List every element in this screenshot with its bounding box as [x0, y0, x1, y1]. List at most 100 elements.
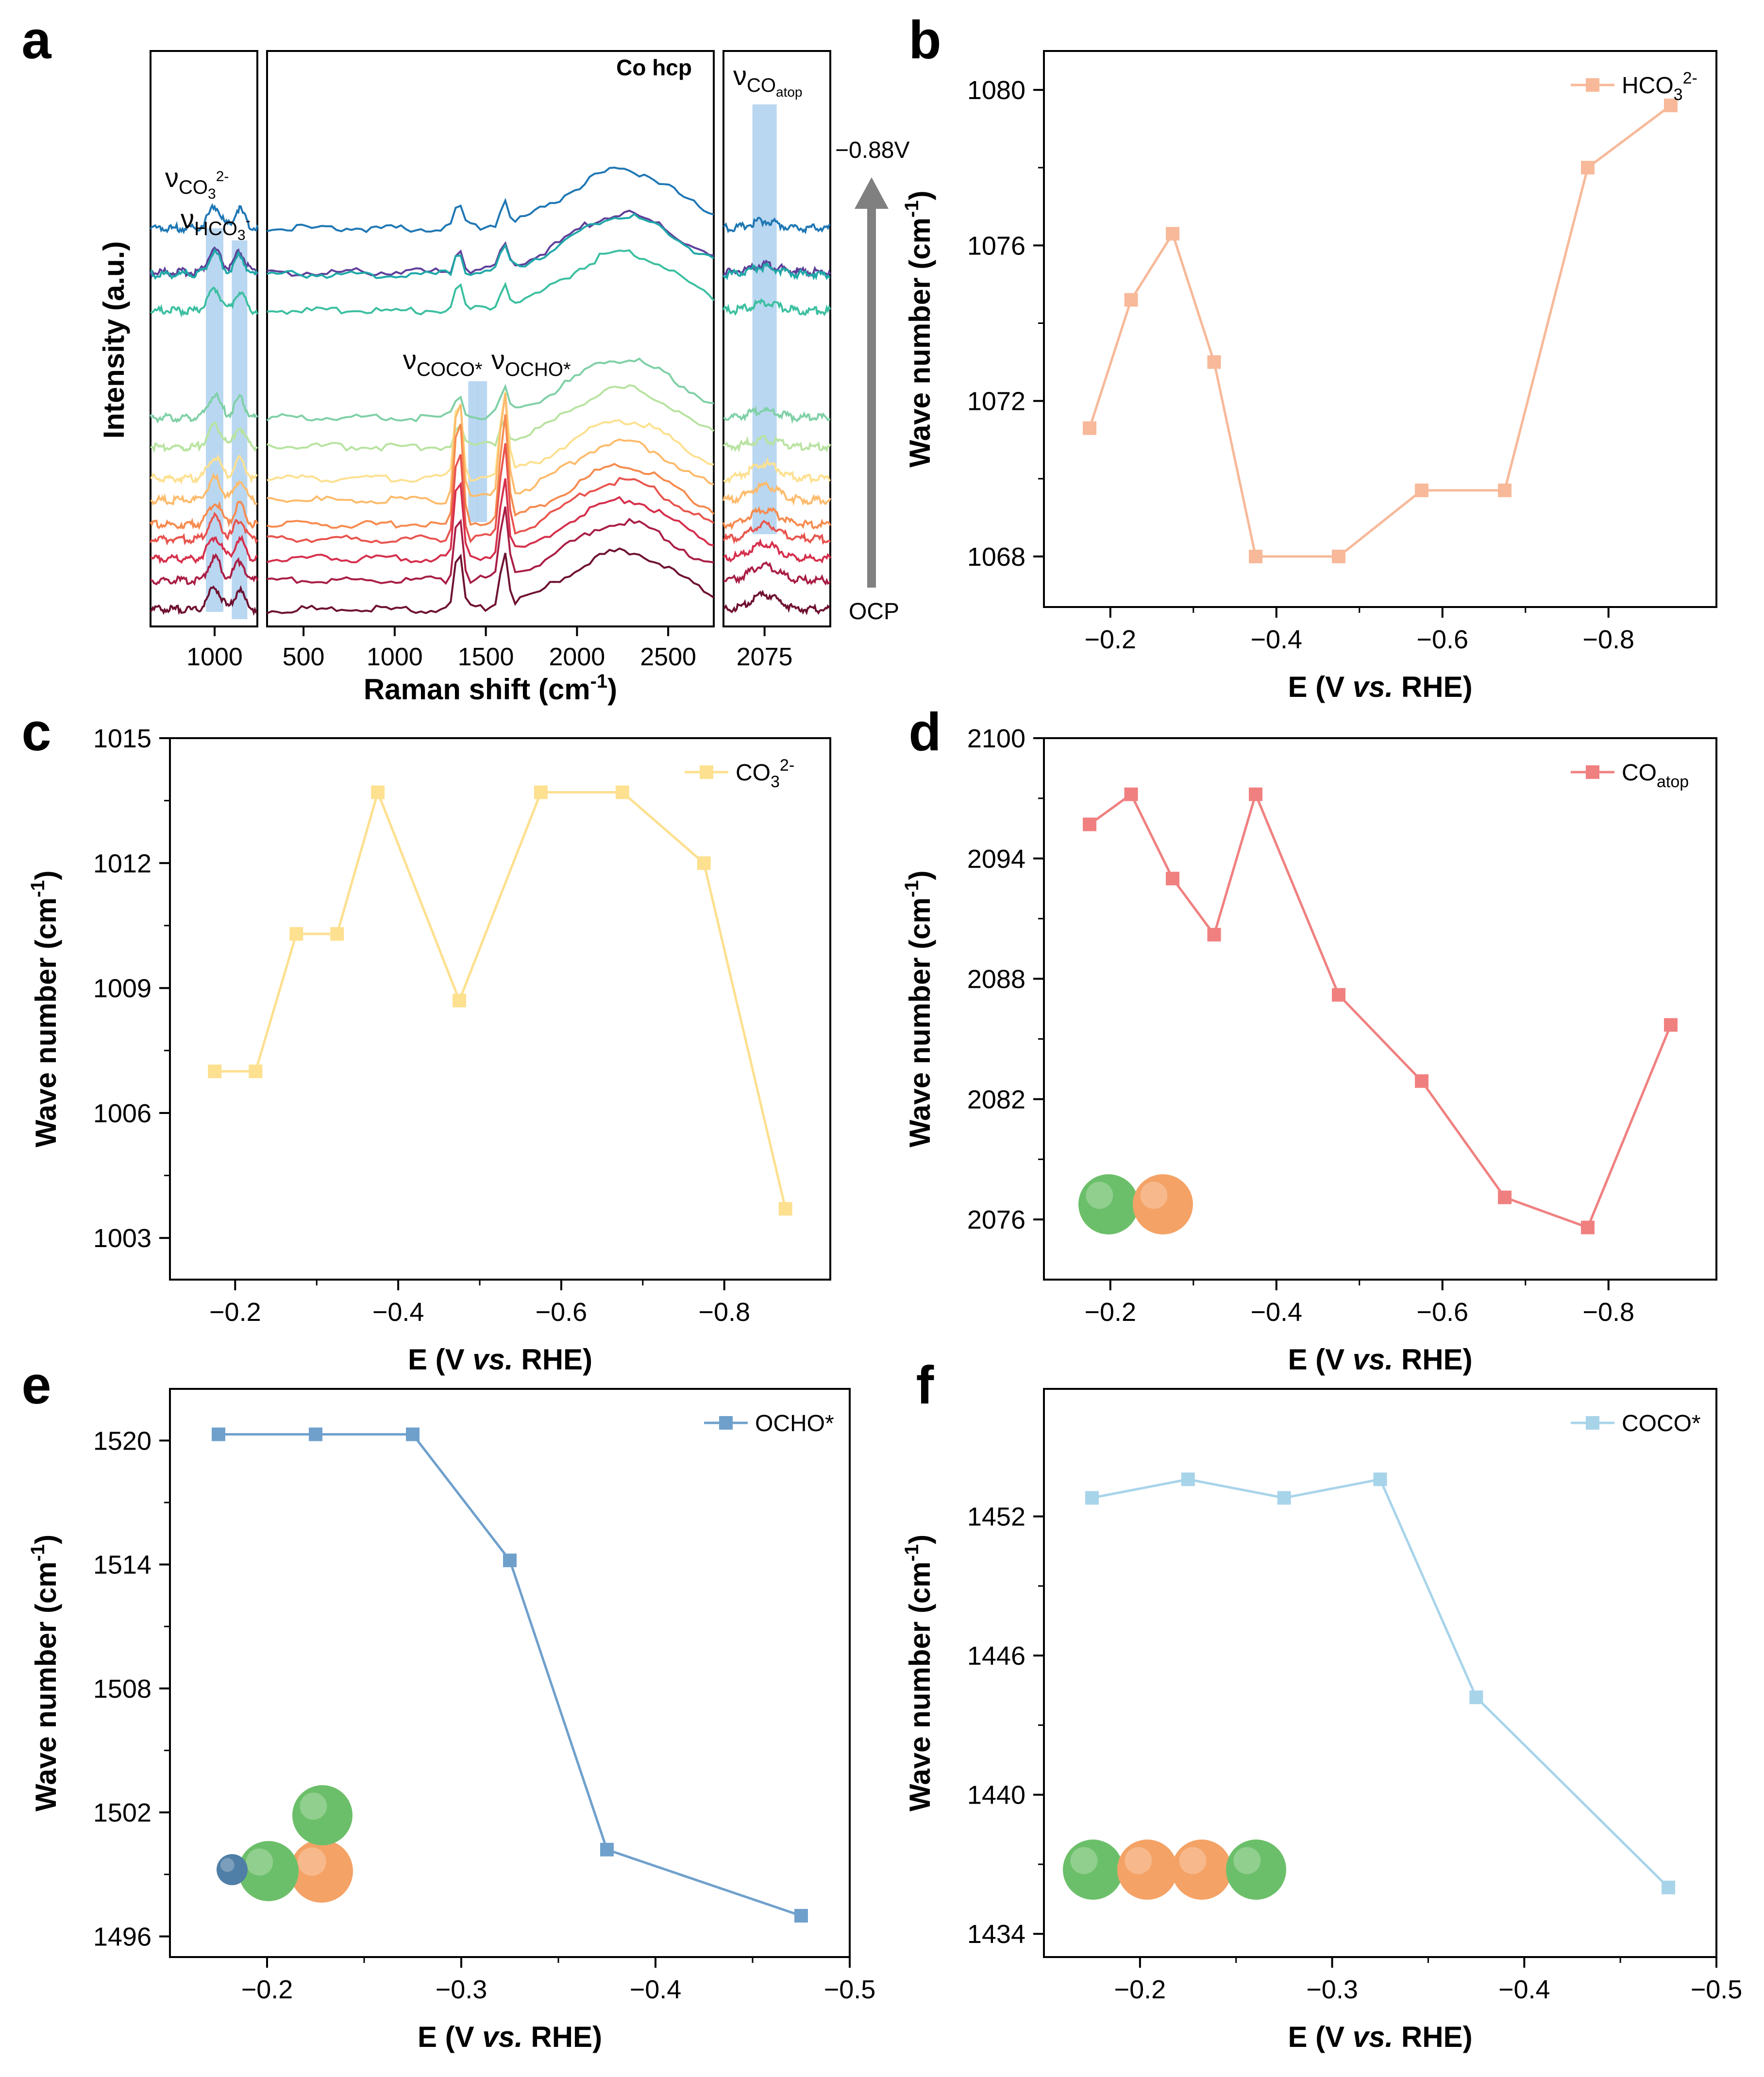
legend-marker-b [1586, 78, 1599, 92]
series-line-d [1089, 791, 1672, 1229]
x-tick-label-c: −0.4 [372, 1298, 424, 1327]
data-point-d [1124, 787, 1138, 801]
data-point-d [1497, 1190, 1512, 1204]
panel-letter-a: a [21, 10, 51, 70]
spectrum-trace [267, 414, 715, 529]
panel-d: −0.2 −0.4 −0.6 −0.8 2076 2082 2088 2094 2100 E (V… [901, 724, 1717, 1376]
y-tick-label-e: 1508 [93, 1674, 151, 1704]
raman-x-tick-label: 2075 [737, 643, 793, 671]
data-point-b [1249, 549, 1263, 563]
panel-e: −0.2 −0.3 −0.4 −0.5 1496 1502 1508 1514 1520 E (V… [27, 1388, 875, 2053]
legend-label-c: CO32- [736, 756, 794, 791]
x-tick-label-f: −0.2 [1114, 1975, 1166, 2004]
data-point-f [1277, 1491, 1291, 1505]
y-tick-label-c: 1006 [93, 1099, 151, 1128]
molecule-ocho-carbon-highlight [246, 1848, 273, 1876]
molecule-co-oxygen-body [1133, 1174, 1193, 1234]
band-ocho [477, 381, 487, 522]
molecule-coco-c1-body [1063, 1840, 1123, 1900]
y-tick-label-d: 2094 [967, 844, 1025, 874]
data-point-c [697, 856, 711, 870]
molecule-coco-o1-highlight [1125, 1847, 1152, 1874]
y-tick-label-d: 2100 [967, 724, 1025, 753]
molecule-co-oxygen [1133, 1174, 1193, 1234]
spectrum-trace [267, 167, 714, 234]
y-tick-label-f: 1434 [967, 1920, 1025, 1949]
spectrum-trace [723, 590, 831, 616]
y-tick-label-c: 1003 [93, 1224, 151, 1253]
x-tick-label-e: −0.4 [630, 1975, 682, 2004]
spectrum-trace [267, 393, 714, 505]
spectrum-trace [150, 500, 258, 530]
y-tick-label-b: 1076 [967, 231, 1025, 260]
y-tick-label-e: 1514 [93, 1551, 151, 1580]
spectrum-trace [150, 422, 258, 454]
x-tick-label-c: −0.2 [209, 1298, 261, 1327]
spectrum-trace [722, 217, 831, 235]
molecule-coco-o1-body [1117, 1840, 1177, 1900]
data-point-d [1414, 1074, 1428, 1088]
spectrum-trace [150, 454, 258, 485]
molecule-coco-o2 [1172, 1840, 1232, 1900]
series-line-b [1088, 104, 1672, 558]
panel-f: −0.2 −0.3 −0.4 −0.5 1434 1440 1446 1452 E (V vs.… [901, 1388, 1742, 2053]
spectrum-frame-2 [722, 50, 831, 627]
x-tick-label-b: −0.8 [1582, 625, 1634, 654]
spectrum-trace [150, 248, 258, 280]
y-tick-label-c: 1012 [93, 849, 151, 878]
plot-frame-b [1043, 50, 1717, 608]
y-tick-label-e: 1496 [93, 1922, 151, 1951]
spectrum-trace [267, 384, 715, 452]
spectrum-trace [267, 209, 714, 277]
molecule-ocho-hydrogen-body [217, 1854, 248, 1885]
legend-marker-f [1586, 1416, 1599, 1430]
y-tick-label-b: 1072 [967, 387, 1025, 416]
x-tick-label-d: −0.2 [1084, 1298, 1136, 1327]
panel-letter-c: c [21, 702, 51, 762]
x-tick-label-c: −0.8 [698, 1298, 750, 1327]
molecule-coco-o1 [1117, 1840, 1177, 1900]
x-tick-label-b: −0.2 [1084, 625, 1136, 654]
spectrum-trace [150, 585, 258, 616]
raman-x-tick-label: 1500 [458, 643, 514, 671]
molecule-co-carbon [1078, 1174, 1139, 1234]
data-point-c [615, 785, 629, 799]
x-tick-label-f: −0.3 [1306, 1975, 1358, 2004]
x-tick-label-f: −0.4 [1498, 1975, 1550, 2004]
raman-x-tick-label: 2500 [640, 643, 696, 671]
x-axis-label-e: E (V vs. RHE) [418, 2021, 602, 2053]
raman-y-axis-label: Intensity (a.u.) [98, 241, 130, 439]
data-point-e [503, 1554, 517, 1568]
x-tick-label-c: −0.6 [536, 1298, 588, 1327]
raman-x-axis-label: Raman shift (cm-1) [364, 671, 617, 706]
label-nu-coatop: νCOatop [733, 60, 803, 100]
molecule-ocho-oxygen-b [292, 1785, 353, 1845]
y-axis-label-f: Wave number (cm-1) [901, 1535, 936, 1811]
molecule-coco-c2 [1226, 1840, 1286, 1900]
label-co-hcp: Co hcp [616, 55, 692, 80]
raman-x-tick-label: 1000 [367, 643, 423, 671]
legend-marker-e [719, 1416, 733, 1430]
data-point-b [1414, 483, 1428, 497]
spectrum-trace [267, 249, 715, 316]
label-ocp: OCP [849, 599, 899, 625]
y-tick-label-d: 2076 [967, 1205, 1025, 1234]
spectrum-trace [267, 478, 714, 563]
molecule-ocho-oxygen-a-body [290, 1840, 353, 1903]
molecule-ocho-oxygen-b-body [292, 1785, 353, 1845]
data-point-d [1249, 787, 1263, 801]
spectrum-trace [723, 405, 831, 424]
raman-x-tick-label: 1000 [186, 643, 243, 671]
x-axis-label-c: E (V vs. RHE) [408, 1343, 592, 1376]
data-point-b [1083, 421, 1097, 435]
data-point-d [1663, 1018, 1678, 1032]
y-tick-label-f: 1440 [967, 1781, 1025, 1810]
x-tick-label-e: −0.3 [436, 1975, 487, 2004]
spectrum-trace [723, 457, 831, 485]
data-point-b [1497, 483, 1512, 497]
data-point-c [208, 1064, 222, 1079]
spectrum-trace [723, 538, 831, 564]
spectrum-trace [150, 511, 258, 546]
data-point-b [1207, 355, 1221, 369]
